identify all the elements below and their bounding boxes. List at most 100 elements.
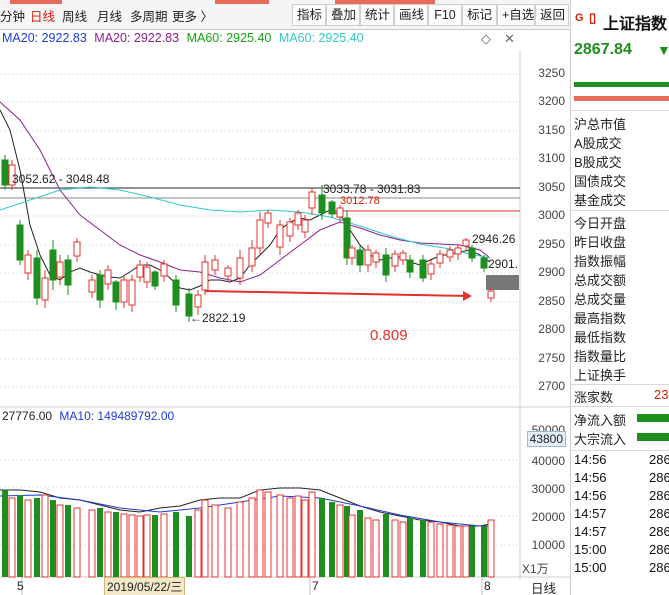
flow-bar-red	[574, 96, 669, 101]
label-volume-ratio: 指数量比	[574, 349, 627, 364]
tab-minute[interactable]: 分钟	[0, 10, 26, 24]
close-icon[interactable]: ✕	[504, 31, 515, 46]
ma20-value-2: MA20: 2922.83	[94, 31, 180, 45]
selected-date-label: 2019/05/22/三	[104, 577, 186, 595]
draw-line-button[interactable]: 画线	[394, 4, 428, 26]
mark-button[interactable]: 标记	[462, 4, 497, 26]
net-inflow-bar	[637, 414, 669, 422]
volume-header: 27776.00 MA10: 149489792.00	[2, 409, 174, 423]
low-label: ←2822.19	[190, 311, 246, 325]
ma60-value-2: MA60: 2925.40	[278, 31, 364, 45]
tick-row: 14:56 286	[574, 452, 669, 467]
price-tick: 2900	[538, 265, 565, 279]
dot-icon: ▯	[589, 10, 597, 25]
period-label[interactable]: 日线	[531, 582, 557, 595]
badge-icon: G	[575, 12, 584, 24]
price-tick: 2950	[538, 237, 565, 251]
label-rise-count: 涨家数	[574, 390, 614, 405]
tab-indicator	[335, 0, 435, 4]
candles	[1, 155, 495, 322]
ma60-value: MA60: 2925.40	[186, 31, 272, 45]
last-price-marker	[486, 275, 519, 290]
tab-weekly[interactable]: 周线	[62, 10, 88, 24]
high-label: 2946.26	[472, 232, 516, 246]
label-total-mktcap: 沪总市值	[574, 117, 627, 132]
add-watchlist-button[interactable]: +自选	[497, 4, 535, 26]
label-low: 最低指数	[574, 330, 627, 345]
f10-button[interactable]: F10	[428, 4, 462, 26]
indicator-button[interactable]: 指标	[292, 4, 326, 26]
ma10-line	[0, 101, 491, 283]
divider	[571, 110, 669, 111]
tick-row: 14:56 286	[574, 470, 669, 485]
tick-row: 15:00 286	[574, 560, 669, 575]
volume-value: 27776.00	[2, 409, 53, 423]
stats-button[interactable]: 统计	[360, 4, 394, 26]
quote-panel: G ▯ 上证指数 2867.84 ▼ 沪总市值 A股成交 B股成交 国债成交 基…	[570, 0, 669, 595]
price-tick: 2850	[538, 294, 565, 308]
rise-count-value: 23	[654, 387, 669, 402]
divider	[571, 210, 669, 211]
volume-ma10: MA10: 149489792.00	[59, 409, 175, 423]
price-tick: 3200	[538, 94, 565, 108]
price-tick: 3100	[538, 151, 565, 165]
price-tick: 3250	[538, 66, 565, 80]
ratio-label: 0.809	[370, 327, 408, 344]
volume-unit-label: X1万	[522, 562, 549, 576]
label-bond-volume: 国债成交	[574, 174, 627, 189]
trend-arrow-line[interactable]	[204, 290, 471, 297]
label-turnover-rate: 上证换手	[574, 368, 627, 383]
tab-monthly[interactable]: 月线	[97, 10, 123, 24]
tab-indicator	[215, 0, 269, 4]
price-tick: 2800	[538, 322, 565, 336]
volume-bars	[2, 489, 495, 578]
label-block-inflow: 大宗流入	[574, 432, 627, 447]
label-turnover-volume: 总成交量	[574, 292, 627, 307]
ma20-value: MA20: 2922.83	[2, 31, 87, 45]
range-label-left: 3052.62 - 3048.48	[12, 172, 110, 186]
overlay-button[interactable]: 叠加	[326, 4, 360, 26]
index-title: 上证指数	[603, 16, 668, 33]
tick-row: 14:56 286	[574, 488, 669, 503]
block-inflow-bar	[637, 433, 669, 441]
label-prev-close: 昨日收盘	[574, 235, 627, 250]
tab-more[interactable]: 更多 〉	[172, 10, 213, 24]
range-label-mid: 3033.78 - 3031.83	[323, 182, 421, 196]
volume-cursor-value: 43800	[526, 431, 566, 447]
label-b-share-volume: B股成交	[574, 155, 622, 170]
price-tick: 2750	[538, 351, 565, 365]
kline-chart[interactable]	[0, 50, 570, 595]
label-high: 最高指数	[574, 311, 627, 326]
price-gridlines	[0, 73, 520, 546]
tab-indicator	[10, 0, 62, 4]
label-open: 今日开盘	[574, 216, 627, 231]
index-price: 2867.84	[574, 41, 632, 58]
toolbar: 分钟 日线 周线 月线 多周期 更多 〉 指标 叠加 统计 画线 F10 标记 …	[0, 0, 669, 30]
divider	[571, 384, 669, 385]
date-label: 5	[17, 579, 24, 593]
ma60-line	[0, 186, 491, 259]
label-a-share-volume: A股成交	[574, 136, 622, 151]
label-amplitude: 指数振幅	[574, 254, 627, 269]
price-tick: 3000	[538, 208, 565, 222]
tab-daily[interactable]: 日线	[30, 10, 56, 24]
volume-axis: 50000 43800 40000 30000 20000 10000	[520, 407, 568, 577]
date-label: 8	[484, 579, 491, 593]
volume-tick: 40000	[531, 454, 565, 468]
label-net-inflow: 净流入额	[574, 413, 627, 428]
label-turnover-amount: 总成交额	[574, 273, 627, 288]
date-label: 7	[312, 579, 319, 593]
price-tick: 3050	[538, 180, 565, 194]
tick-row: 14:57 286	[574, 506, 669, 521]
price-tick: 3150	[538, 123, 565, 137]
tick-row: 14:57 286	[574, 524, 669, 539]
ma-indicator-line: MA20: 2922.83 MA20: 2922.83 MA60: 2925.4…	[0, 31, 368, 49]
divider	[571, 406, 669, 407]
settings-diamond-icon[interactable]: ◇	[481, 31, 491, 46]
tab-multi-period[interactable]: 多周期	[130, 10, 168, 24]
volume-tick: 30000	[531, 482, 565, 496]
back-button[interactable]: 返回	[535, 4, 569, 26]
price-axis: 3250 3200 3150 3100 3050 3000 2950 2900 …	[520, 50, 568, 407]
last-price-label: 2901.	[488, 257, 519, 271]
volume-tick: 20000	[531, 510, 565, 524]
